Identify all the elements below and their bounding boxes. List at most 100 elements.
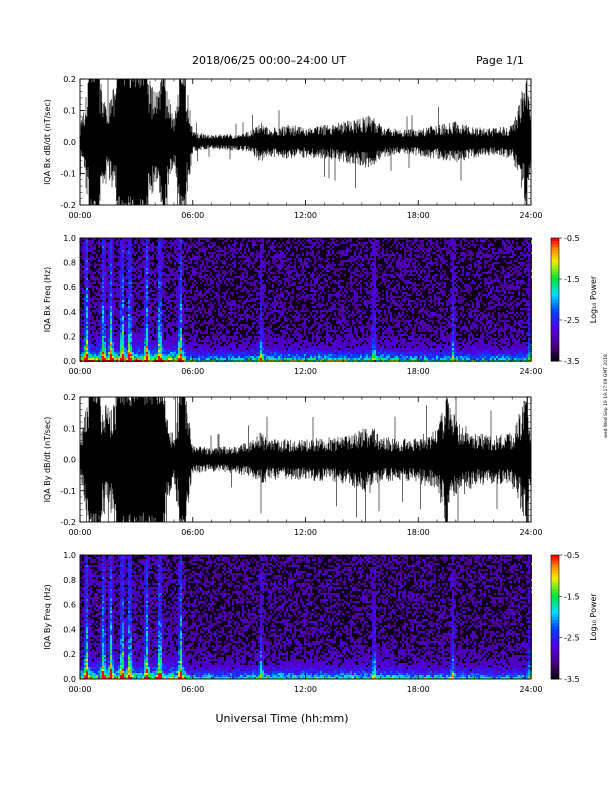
spectrogram-cell	[282, 264, 284, 266]
spectrogram-cell	[214, 242, 216, 244]
spectrogram-cell	[284, 280, 286, 282]
spectrogram-cell	[190, 286, 192, 288]
spectrogram-cell	[92, 350, 94, 352]
spectrogram-cell	[122, 266, 124, 268]
spectrogram-cell	[128, 272, 130, 274]
spectrogram-cell	[104, 288, 106, 290]
spectrogram-cell	[104, 254, 106, 256]
spectrogram-cell	[198, 350, 200, 352]
spectrogram-cell	[280, 280, 282, 282]
spectrogram-cell	[128, 332, 130, 334]
spectrogram-cell	[166, 278, 168, 280]
spectrogram-cell	[214, 354, 216, 356]
spectrogram-cell	[262, 252, 264, 254]
spectrogram-cell	[148, 264, 150, 266]
spectrogram-cell	[86, 288, 88, 290]
spectrogram-cell	[252, 326, 254, 328]
spectrogram-cell	[218, 276, 220, 278]
spectrogram-cell	[228, 332, 230, 334]
spectrogram-cell	[128, 340, 130, 342]
spectrogram-cell	[280, 306, 282, 308]
spectrogram-cell	[236, 252, 238, 254]
spectrogram-cell	[110, 288, 112, 290]
spectrogram-cell	[118, 278, 120, 280]
spectrogram-cell	[196, 352, 198, 354]
spectrogram-cell	[302, 324, 304, 326]
spectrogram-cell	[262, 356, 264, 358]
spectrogram-cell	[156, 296, 158, 298]
spectrogram-cell	[278, 268, 280, 270]
spectrogram-cell	[88, 292, 90, 294]
spectrogram-cell	[110, 290, 112, 292]
spectrogram-cell	[254, 274, 256, 276]
spectrogram-cell	[304, 344, 306, 346]
spectrogram-cell	[166, 256, 168, 258]
spectrogram-cell	[248, 350, 250, 352]
spectrogram-cell	[114, 320, 116, 322]
spectrogram-cell	[104, 308, 106, 310]
spectrogram-cell	[294, 268, 296, 270]
spectrogram-cell	[142, 314, 144, 316]
spectrogram-cell	[128, 274, 130, 276]
spectrogram-cell	[224, 358, 226, 360]
spectrogram-cell	[86, 356, 88, 358]
spectrogram-cell	[294, 332, 296, 334]
spectrogram-cell	[142, 334, 144, 336]
spectrogram-cell	[250, 316, 252, 318]
spectrogram-cell	[200, 310, 202, 312]
spectrogram-cell	[170, 286, 172, 288]
spectrogram-cell	[174, 284, 176, 286]
spectrogram-cell	[262, 354, 264, 356]
spectrogram-cell	[268, 328, 270, 330]
spectrogram-cell	[248, 356, 250, 358]
spectrogram-cell	[160, 334, 162, 336]
spectrogram-cell	[286, 308, 288, 310]
spectrogram-cell	[194, 244, 196, 246]
spectrogram-cell	[120, 248, 122, 250]
spectrogram-cell	[116, 334, 118, 336]
spectrogram-cell	[140, 350, 142, 352]
spectrogram-cell	[190, 316, 192, 318]
spectrogram-cell	[296, 344, 298, 346]
spectrogram-cell	[126, 282, 128, 284]
spectrogram-cell	[206, 274, 208, 276]
spectrogram-cell	[200, 350, 202, 352]
spectrogram-cell	[94, 352, 96, 354]
spectrogram-cell	[154, 298, 156, 300]
spectrogram-cell	[112, 292, 114, 294]
spectrogram-cell	[126, 294, 128, 296]
spectrogram-cell	[200, 302, 202, 304]
spectrogram-cell	[276, 328, 278, 330]
spectrogram-cell	[200, 300, 202, 302]
spectrogram-cell	[128, 304, 130, 306]
spectrogram-cell	[120, 330, 122, 332]
spectrogram-cell	[108, 258, 110, 260]
spectrogram-cell	[264, 350, 266, 352]
spectrogram-cell	[152, 278, 154, 280]
spectrogram-cell	[102, 276, 104, 278]
spectrogram-cell	[186, 348, 188, 350]
spectrogram-cell	[110, 274, 112, 276]
spectrogram-cell	[214, 326, 216, 328]
spectrogram-cell	[178, 270, 180, 272]
spectrogram-cell	[202, 238, 204, 240]
spectrogram-cell	[148, 330, 150, 332]
spectrogram-cell	[238, 248, 240, 250]
spectrogram-cell	[158, 246, 160, 248]
spectrogram-cell	[128, 310, 130, 312]
spectrogram-cell	[84, 278, 86, 280]
spectrogram-cell	[108, 324, 110, 326]
spectrogram-cell	[80, 358, 82, 360]
spectrogram-cell	[146, 328, 148, 330]
spectrogram-cell	[96, 330, 98, 332]
spectrogram-cell	[158, 266, 160, 268]
spectrogram-cell	[280, 346, 282, 348]
spectrogram-cell	[144, 268, 146, 270]
spectrogram-cell	[254, 348, 256, 350]
spectrogram-cell	[200, 294, 202, 296]
spectrogram-cell	[282, 336, 284, 338]
spectrogram-cell	[192, 318, 194, 320]
spectrogram-cell	[144, 318, 146, 320]
spectrogram-cell	[110, 324, 112, 326]
spectrogram-cell	[262, 326, 264, 328]
